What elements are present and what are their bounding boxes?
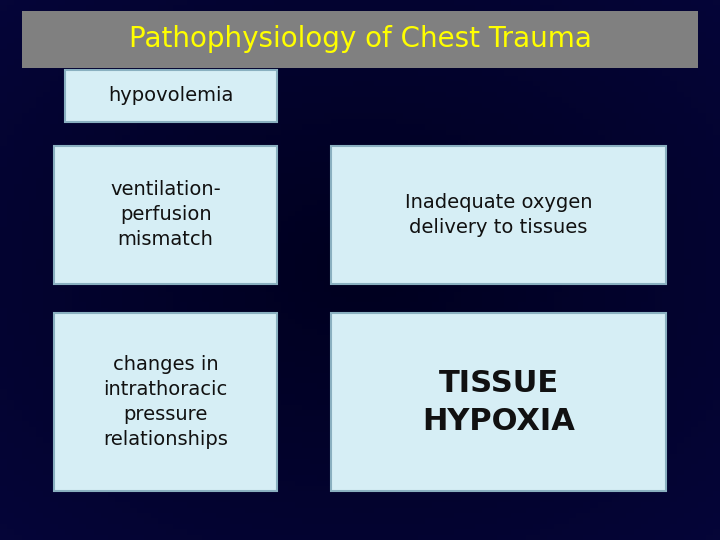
FancyBboxPatch shape [54,313,277,491]
FancyBboxPatch shape [22,11,698,68]
FancyBboxPatch shape [331,313,666,491]
Text: ventilation-
perfusion
mismatch: ventilation- perfusion mismatch [110,180,221,249]
FancyBboxPatch shape [65,70,277,122]
Text: hypovolemia: hypovolemia [108,86,234,105]
Text: Inadequate oxygen
delivery to tissues: Inadequate oxygen delivery to tissues [405,193,593,237]
FancyBboxPatch shape [331,146,666,284]
Text: TISSUE
HYPOXIA: TISSUE HYPOXIA [422,369,575,436]
FancyBboxPatch shape [54,146,277,284]
Text: changes in
intrathoracic
pressure
relationships: changes in intrathoracic pressure relati… [103,355,228,449]
Text: Pathophysiology of Chest Trauma: Pathophysiology of Chest Trauma [129,25,591,53]
